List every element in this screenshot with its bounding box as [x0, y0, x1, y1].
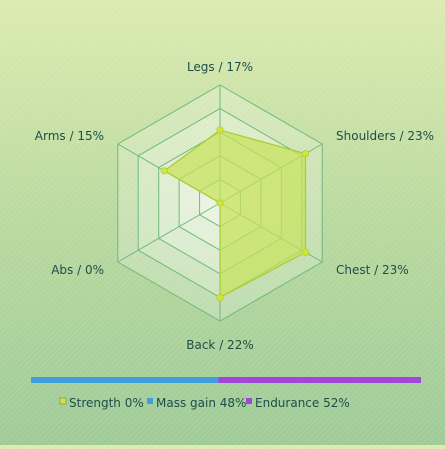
- legend-label[interactable]: Mass gain 48%: [156, 396, 246, 410]
- legend-bar-segment: [218, 377, 421, 383]
- data-point[interactable]: [216, 126, 224, 134]
- axis-labels: Legs / 17% Shoulders / 23% Chest / 23% Back…: [35, 60, 434, 352]
- legend-swatch: [147, 398, 153, 404]
- axis-label: Legs / 17%: [187, 60, 253, 74]
- radar-series: [160, 126, 310, 301]
- legend-bar-segment: [31, 377, 219, 383]
- legend-swatch: [59, 397, 67, 405]
- axis-label: Shoulders / 23%: [336, 129, 434, 143]
- legend-label[interactable]: Endurance 52%: [255, 396, 350, 410]
- axis-label: Back / 22%: [186, 338, 253, 352]
- data-point[interactable]: [160, 167, 168, 175]
- legend-label[interactable]: Strength 0%: [69, 396, 144, 410]
- axis-label: Arms / 15%: [35, 129, 104, 143]
- data-point[interactable]: [301, 248, 310, 256]
- data-point[interactable]: [216, 199, 224, 207]
- axis-label: Chest / 23%: [336, 263, 409, 277]
- data-point[interactable]: [301, 150, 310, 158]
- axis-label: Abs / 0%: [51, 263, 104, 277]
- data-point[interactable]: [216, 293, 224, 301]
- legend: Strength 0% Mass gain 48% Endurance 52%: [31, 377, 421, 410]
- legend-swatch: [246, 398, 252, 404]
- grid-spoke: [117, 202, 221, 263]
